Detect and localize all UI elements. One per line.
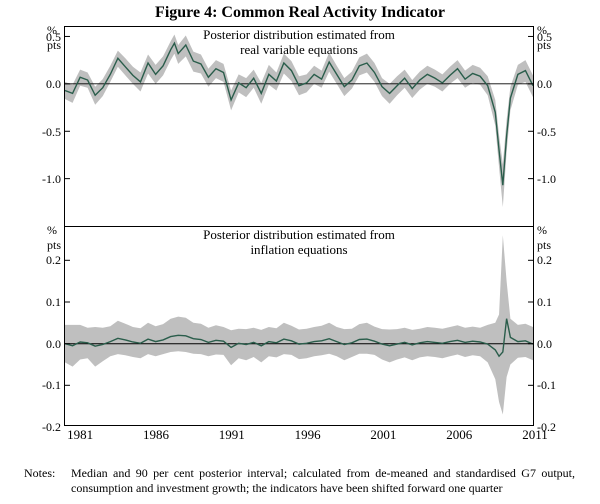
ytick-label: 0.5 [25, 30, 65, 45]
panel-bot-title: Posterior distribution estimated frominf… [65, 228, 533, 258]
unit-mid-right: % pts [533, 223, 551, 253]
xtick-label: 1986 [143, 427, 169, 443]
ytick-label: -0.1 [533, 378, 573, 393]
ytick-label: 0.0 [533, 337, 573, 352]
xtick-label: 2001 [370, 427, 396, 443]
ytick-label: -0.2 [25, 420, 65, 435]
ytick-label: 0.5 [533, 30, 573, 45]
figure-title: Figure 4: Common Real Activity Indicator [0, 0, 600, 22]
ytick-label: -0.5 [25, 125, 65, 140]
x-axis: 1981198619911996200120062011 [65, 425, 533, 443]
ytick-label: 0.2 [25, 253, 65, 268]
xtick-label: 2011 [522, 427, 548, 443]
chart-area: % pts % pts % pts % pts Posterior distri… [64, 26, 534, 426]
panel-top-title: Posterior distribution estimated fromrea… [65, 28, 533, 58]
xtick-label: 1991 [219, 427, 245, 443]
panel-bottom: Posterior distribution estimated frominf… [65, 227, 533, 427]
xtick-label: 1981 [67, 427, 93, 443]
ytick-label: 0.1 [25, 295, 65, 310]
panel-top: Posterior distribution estimated fromrea… [65, 27, 533, 227]
ytick-label: 0.0 [25, 77, 65, 92]
xtick-label: 2006 [446, 427, 472, 443]
ytick-label: 0.0 [533, 77, 573, 92]
ytick-label: 0.2 [533, 253, 573, 268]
unit-mid-left: % pts [47, 223, 65, 253]
xtick-label: 1996 [295, 427, 321, 443]
ytick-label: -1.0 [25, 172, 65, 187]
ytick-label: -1.0 [533, 172, 573, 187]
ytick-label: 0.1 [533, 295, 573, 310]
figure-notes: Notes: Median and 90 per cent posterior … [24, 466, 576, 496]
notes-label: Notes: [24, 466, 68, 481]
ytick-label: -0.5 [533, 125, 573, 140]
ytick-label: -0.1 [25, 378, 65, 393]
notes-body: Median and 90 per cent posterior interva… [71, 466, 575, 496]
ytick-label: 0.0 [25, 337, 65, 352]
